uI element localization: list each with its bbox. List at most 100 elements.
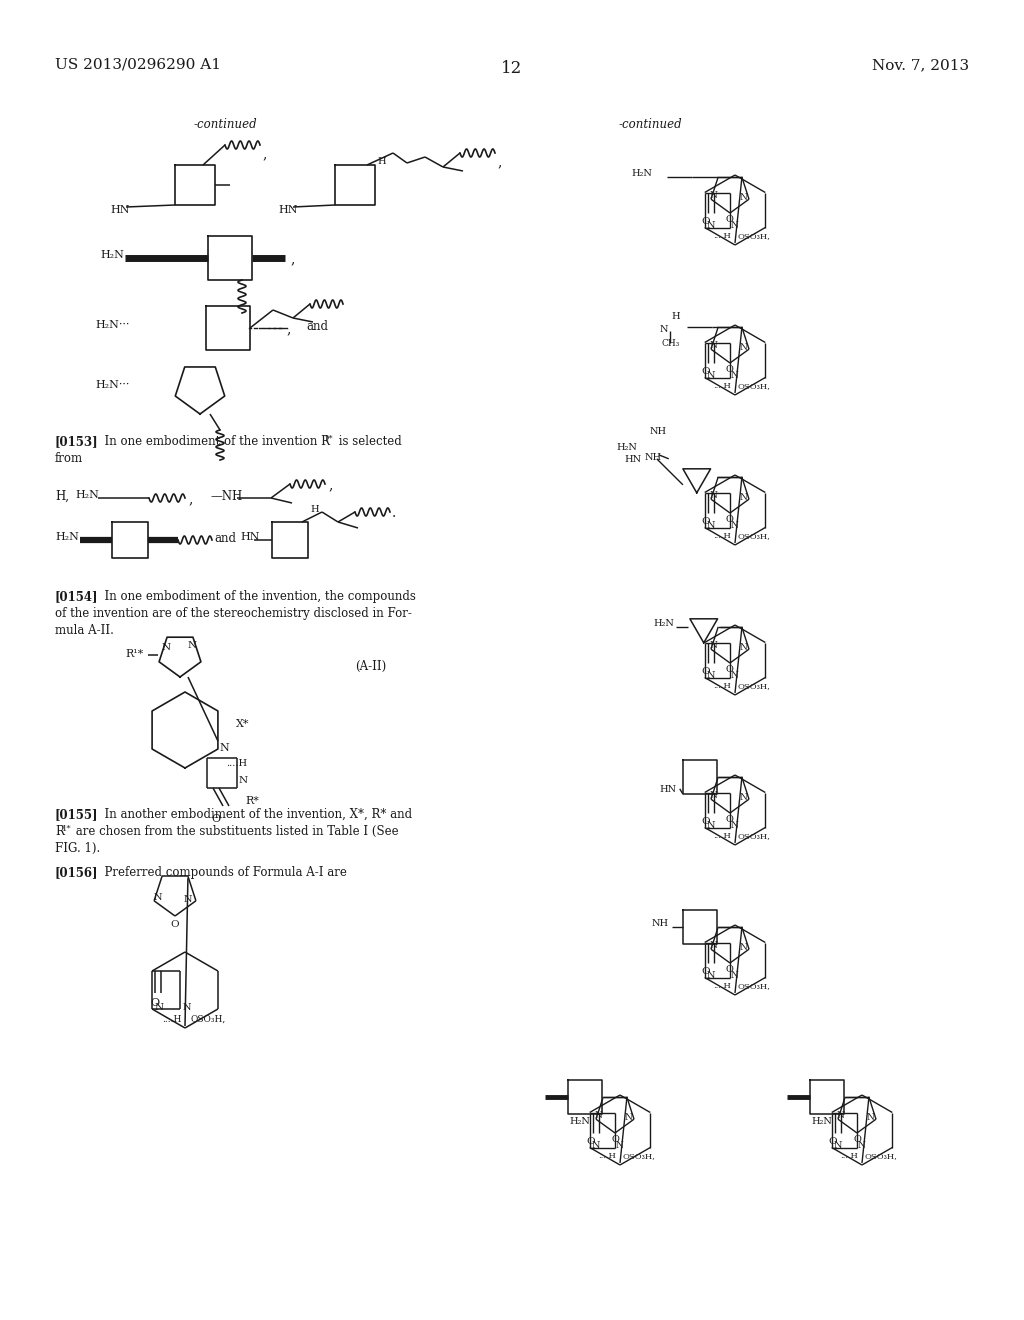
Text: O: O bbox=[701, 968, 711, 977]
Text: O: O bbox=[726, 515, 734, 524]
Text: NH: NH bbox=[650, 426, 667, 436]
Text: HN: HN bbox=[625, 455, 642, 463]
Text: O: O bbox=[701, 367, 711, 376]
Text: OSO₃H,: OSO₃H, bbox=[737, 682, 771, 690]
Text: HN: HN bbox=[659, 785, 677, 793]
Text: N: N bbox=[731, 371, 738, 380]
Text: O: O bbox=[701, 668, 711, 676]
Text: ,: , bbox=[328, 478, 333, 492]
Text: ....H: ....H bbox=[714, 383, 731, 391]
Text: H₂N: H₂N bbox=[55, 532, 79, 543]
Text: NH: NH bbox=[651, 919, 669, 928]
Text: N: N bbox=[710, 491, 718, 500]
Text: O: O bbox=[211, 814, 220, 824]
Text: N: N bbox=[624, 1113, 632, 1122]
Text: N: N bbox=[710, 941, 718, 950]
Text: and: and bbox=[306, 319, 328, 333]
Text: —NH: —NH bbox=[210, 490, 243, 503]
Text: H₂N: H₂N bbox=[100, 249, 124, 260]
Text: are chosen from the substituents listed in Table I (See: are chosen from the substituents listed … bbox=[72, 825, 398, 838]
Text: ....H: ....H bbox=[714, 532, 731, 540]
Text: ,: , bbox=[262, 147, 266, 161]
Text: N: N bbox=[595, 1111, 603, 1121]
Text: N: N bbox=[837, 1111, 845, 1121]
Text: N: N bbox=[182, 1003, 190, 1012]
Text: O: O bbox=[726, 965, 734, 974]
Text: N: N bbox=[710, 791, 718, 800]
Text: N: N bbox=[188, 642, 198, 649]
Text: [0153]: [0153] bbox=[55, 436, 98, 447]
Text: N: N bbox=[710, 642, 718, 651]
Text: (A-II): (A-II) bbox=[355, 660, 386, 673]
Text: OSO₃H,: OSO₃H, bbox=[737, 532, 771, 540]
Text: ....H: ....H bbox=[841, 1152, 858, 1160]
Text: N: N bbox=[707, 972, 715, 981]
Text: N: N bbox=[239, 776, 248, 785]
Text: US 2013/0296290 A1: US 2013/0296290 A1 bbox=[55, 58, 221, 73]
Text: OSO₃H,: OSO₃H, bbox=[737, 232, 771, 240]
Text: In one embodiment of the invention, the compounds: In one embodiment of the invention, the … bbox=[97, 590, 416, 603]
Text: N: N bbox=[731, 672, 738, 681]
Text: N: N bbox=[707, 521, 715, 531]
Text: H: H bbox=[377, 157, 386, 166]
Text: OSO₃H,: OSO₃H, bbox=[190, 1015, 225, 1024]
Text: N: N bbox=[659, 325, 669, 334]
Text: O: O bbox=[151, 998, 159, 1008]
Text: N: N bbox=[731, 222, 738, 231]
Text: O: O bbox=[701, 517, 711, 527]
Text: N: N bbox=[858, 1142, 865, 1151]
Text: OSO₃H,: OSO₃H, bbox=[737, 383, 771, 391]
Text: N: N bbox=[154, 892, 163, 902]
Text: O: O bbox=[701, 817, 711, 826]
Text: O: O bbox=[726, 665, 734, 675]
Text: [0154]: [0154] bbox=[55, 590, 98, 603]
Text: and: and bbox=[214, 532, 236, 545]
Text: H₂N: H₂N bbox=[812, 1117, 833, 1126]
Text: O: O bbox=[726, 215, 734, 224]
Text: X*: X* bbox=[236, 719, 250, 729]
Text: H,: H, bbox=[55, 490, 69, 503]
Text: N: N bbox=[731, 972, 738, 981]
Text: H: H bbox=[672, 312, 680, 321]
Text: Nov. 7, 2013: Nov. 7, 2013 bbox=[871, 58, 969, 73]
Text: CH₃: CH₃ bbox=[662, 339, 680, 347]
Text: -continued: -continued bbox=[194, 117, 257, 131]
Text: Preferred compounds of Formula A-I are: Preferred compounds of Formula A-I are bbox=[97, 866, 347, 879]
Text: N: N bbox=[710, 191, 718, 201]
Text: OSO₃H,: OSO₃H, bbox=[737, 833, 771, 841]
Text: R: R bbox=[55, 825, 63, 838]
Text: N: N bbox=[162, 643, 171, 652]
Text: N: N bbox=[834, 1142, 842, 1151]
Text: H₂N: H₂N bbox=[632, 169, 652, 178]
Text: ,: , bbox=[497, 154, 502, 169]
Text: N: N bbox=[220, 743, 229, 752]
Text: N: N bbox=[739, 193, 746, 202]
Text: 1*: 1* bbox=[62, 825, 72, 833]
Text: -continued: -continued bbox=[618, 117, 682, 131]
Text: H₂N: H₂N bbox=[616, 442, 638, 451]
Text: HN: HN bbox=[278, 205, 298, 215]
Text: In another embodiment of the invention, X*, R* and: In another embodiment of the invention, … bbox=[97, 808, 412, 821]
Text: 1*: 1* bbox=[324, 436, 334, 444]
Text: N: N bbox=[731, 521, 738, 531]
Text: O: O bbox=[726, 366, 734, 374]
Text: OSO₃H,: OSO₃H, bbox=[623, 1152, 655, 1160]
Text: N: N bbox=[739, 343, 746, 352]
Text: ,: , bbox=[188, 492, 193, 506]
Text: ....H: ....H bbox=[599, 1152, 616, 1160]
Text: H: H bbox=[310, 506, 318, 513]
Text: N: N bbox=[739, 944, 746, 952]
Text: HN: HN bbox=[110, 205, 129, 215]
Text: [0156]: [0156] bbox=[55, 866, 98, 879]
Text: N: N bbox=[592, 1142, 600, 1151]
Text: HN: HN bbox=[240, 532, 259, 543]
Text: mula A-II.: mula A-II. bbox=[55, 624, 114, 638]
Text: O: O bbox=[611, 1135, 618, 1144]
Text: OSO₃H,: OSO₃H, bbox=[737, 982, 771, 990]
Text: OSO₃H,: OSO₃H, bbox=[864, 1152, 898, 1160]
Text: N: N bbox=[184, 895, 193, 904]
Text: H₂N···: H₂N··· bbox=[95, 319, 129, 330]
Text: N: N bbox=[739, 494, 746, 502]
Text: N: N bbox=[710, 341, 718, 350]
Text: N: N bbox=[707, 672, 715, 681]
